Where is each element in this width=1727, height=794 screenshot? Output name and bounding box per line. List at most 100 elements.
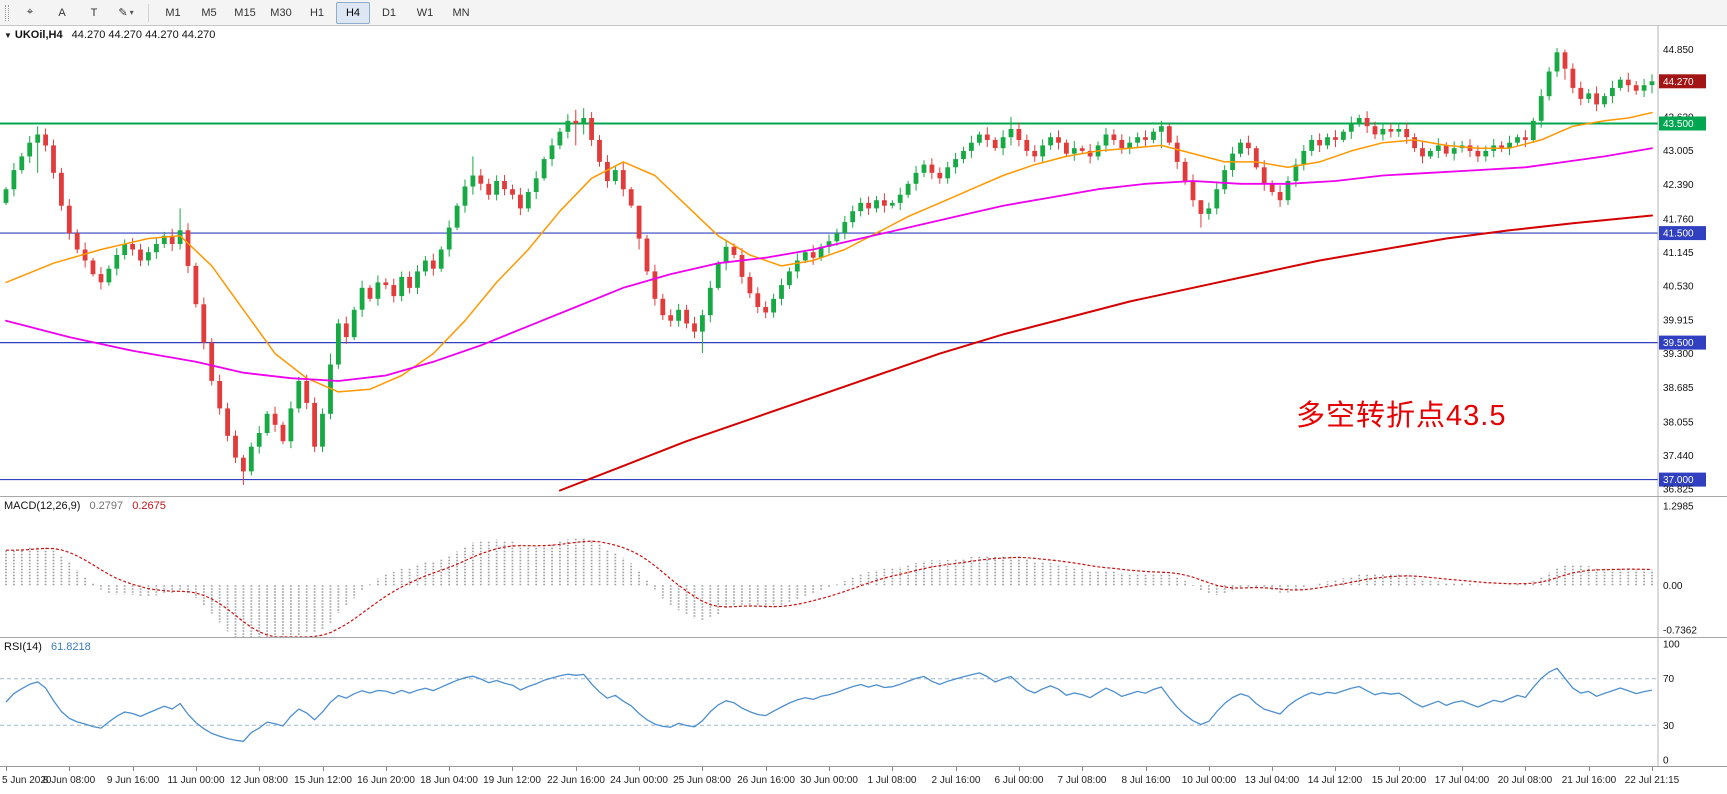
collapse-triangle-icon[interactable]: ▼ [4, 31, 12, 40]
rsi-value: 61.8218 [50, 641, 91, 653]
time-axis-tick [892, 767, 893, 771]
text-tool-button[interactable]: T [79, 2, 109, 24]
time-axis-label: 22 Jun 16:00 [547, 775, 605, 786]
time-axis-tick [196, 767, 197, 771]
pane-separator[interactable] [0, 496, 1727, 497]
timeframe-button-mn[interactable]: MN [452, 6, 470, 19]
macd-chart-canvas[interactable]: 1.2985 0.00 -0.7362 [0, 497, 1727, 637]
macd-signal-value: 0.2675 [132, 500, 166, 512]
rsi-label: RSI(14) [4, 641, 42, 653]
chevron-down-icon: ▾ [129, 8, 134, 17]
time-axis-label: 7 Jul 08:00 [1057, 775, 1107, 786]
time-axis-tick [449, 767, 450, 771]
candlestick-chart-canvas[interactable]: 44.85044.27043.62043.50043.00542.39041.7… [0, 26, 1727, 496]
time-axis-tick [133, 767, 134, 771]
time-axis-label: 17 Jul 04:00 [1434, 775, 1490, 786]
macd-main-value: 0.2797 [89, 500, 124, 512]
top-toolbar: ⌖ A T ✎ ▾ M1 M5 M15 M30 H1 H4 D1 W1 MN [0, 0, 1727, 26]
time-axis-label: 25 Jun 08:00 [673, 775, 731, 786]
time-axis-label: 5 Jun 2020 [2, 775, 52, 786]
time-axis-tick [1462, 767, 1463, 771]
time-axis-label: 26 Jun 16:00 [737, 775, 795, 786]
timeframe-button-m1[interactable]: M1 [165, 6, 181, 19]
text-tool-icon: T [90, 6, 98, 19]
time-axis-label: 10 Jul 00:00 [1181, 775, 1237, 786]
time-axis-tick [702, 767, 703, 771]
svg-text:39.500: 39.500 [1663, 338, 1694, 349]
timeframe-button-w1[interactable]: W1 [416, 6, 434, 19]
time-axis-tick [1019, 767, 1020, 771]
crosshair-button[interactable]: ⌖ [15, 2, 45, 24]
timeframe-button-h1[interactable]: H1 [309, 6, 325, 19]
svg-text:36.825: 36.825 [1663, 485, 1694, 496]
price-chart-pane: ▼ UKOil,H4 44.270 44.270 44.270 44.270 44… [0, 26, 1727, 496]
macd-header: MACD(12,26,9) 0.2797 0.2675 [4, 500, 166, 512]
time-axis-tick [1525, 767, 1526, 771]
time-axis-label: 1 Jul 08:00 [867, 775, 917, 786]
chart-annotation-text[interactable]: 多空转折点43.5 [1296, 400, 1507, 432]
toolbar-drag-handle[interactable] [5, 4, 9, 21]
time-axis-tick [1652, 767, 1653, 771]
time-axis-label: 6 Jul 00:00 [994, 775, 1044, 786]
symbol-period-label: UKOil,H4 [14, 29, 63, 41]
svg-text:37.440: 37.440 [1663, 451, 1694, 462]
time-axis-label: 24 Jun 00:00 [610, 775, 668, 786]
time-axis-tick [259, 767, 260, 771]
rsi-pane: RSI(14) 61.8218 100 70 30 0 [0, 638, 1727, 766]
time-axis-tick [69, 767, 70, 771]
svg-text:41.760: 41.760 [1663, 214, 1694, 225]
svg-text:39.915: 39.915 [1663, 315, 1694, 326]
svg-text:1.2985: 1.2985 [1663, 502, 1694, 513]
time-axis-tick [1082, 767, 1083, 771]
time-axis-tick [1399, 767, 1400, 771]
toolbar-separator [148, 3, 149, 22]
time-axis-label: 2 Jul 16:00 [931, 775, 981, 786]
svg-text:100: 100 [1663, 639, 1680, 650]
draw-tools-button[interactable]: ✎ ▾ [111, 2, 141, 24]
time-axis-tick [639, 767, 640, 771]
time-axis-label: 14 Jul 12:00 [1307, 775, 1363, 786]
svg-text:0: 0 [1663, 756, 1669, 766]
svg-text:40.530: 40.530 [1663, 282, 1694, 293]
time-axis-tick [1335, 767, 1336, 771]
timeframe-button-m30[interactable]: M30 [270, 6, 292, 19]
time-axis-tick [512, 767, 513, 771]
text-label-button[interactable]: A [47, 2, 77, 24]
pane-separator[interactable] [0, 637, 1727, 638]
time-axis-tick [386, 767, 387, 771]
svg-text:44.270: 44.270 [1663, 77, 1694, 88]
time-axis-tick [576, 767, 577, 771]
time-axis[interactable]: 5 Jun 2020 8 Jun 08:00 9 Jun 16:00 11 Jun 0… [0, 766, 1727, 794]
pencil-icon: ✎ [118, 7, 128, 19]
time-axis-label: 9 Jun 16:00 [106, 775, 160, 786]
time-axis-label: 12 Jun 08:00 [230, 775, 288, 786]
svg-text:-0.7362: -0.7362 [1663, 626, 1697, 637]
timeframe-button-h4[interactable]: H4 [336, 1, 370, 24]
svg-text:0.00: 0.00 [1663, 581, 1683, 592]
time-axis-tick [1146, 767, 1147, 771]
timeframe-button-m15[interactable]: M15 [234, 6, 256, 19]
time-axis-label: 30 Jun 00:00 [800, 775, 858, 786]
svg-text:42.390: 42.390 [1663, 180, 1694, 191]
time-axis-tick [956, 767, 957, 771]
crosshair-icon: ⌖ [26, 6, 34, 18]
time-axis-tick [829, 767, 830, 771]
time-axis-label: 13 Jul 04:00 [1244, 775, 1300, 786]
timeframe-button-group: M1 M5 M15 M30 H1 H4 D1 W1 MN [155, 1, 479, 24]
ohlc-values: 44.270 44.270 44.270 44.270 [71, 29, 216, 41]
timeframe-button-m5[interactable]: M5 [201, 6, 217, 19]
time-axis-tick [1209, 767, 1210, 771]
svg-text:39.300: 39.300 [1663, 349, 1694, 360]
rsi-chart-canvas[interactable]: 100 70 30 0 [0, 638, 1727, 766]
timeframe-button-d1[interactable]: D1 [381, 6, 397, 19]
time-axis-tick [766, 767, 767, 771]
svg-text:41.145: 41.145 [1663, 248, 1694, 259]
svg-text:44.850: 44.850 [1663, 45, 1694, 56]
time-axis-label: 8 Jul 16:00 [1121, 775, 1171, 786]
svg-text:38.685: 38.685 [1663, 383, 1694, 394]
time-axis-tick [1272, 767, 1273, 771]
time-axis-label: 15 Jun 12:00 [294, 775, 352, 786]
svg-text:41.500: 41.500 [1663, 229, 1694, 240]
time-axis-label: 16 Jun 20:00 [357, 775, 415, 786]
